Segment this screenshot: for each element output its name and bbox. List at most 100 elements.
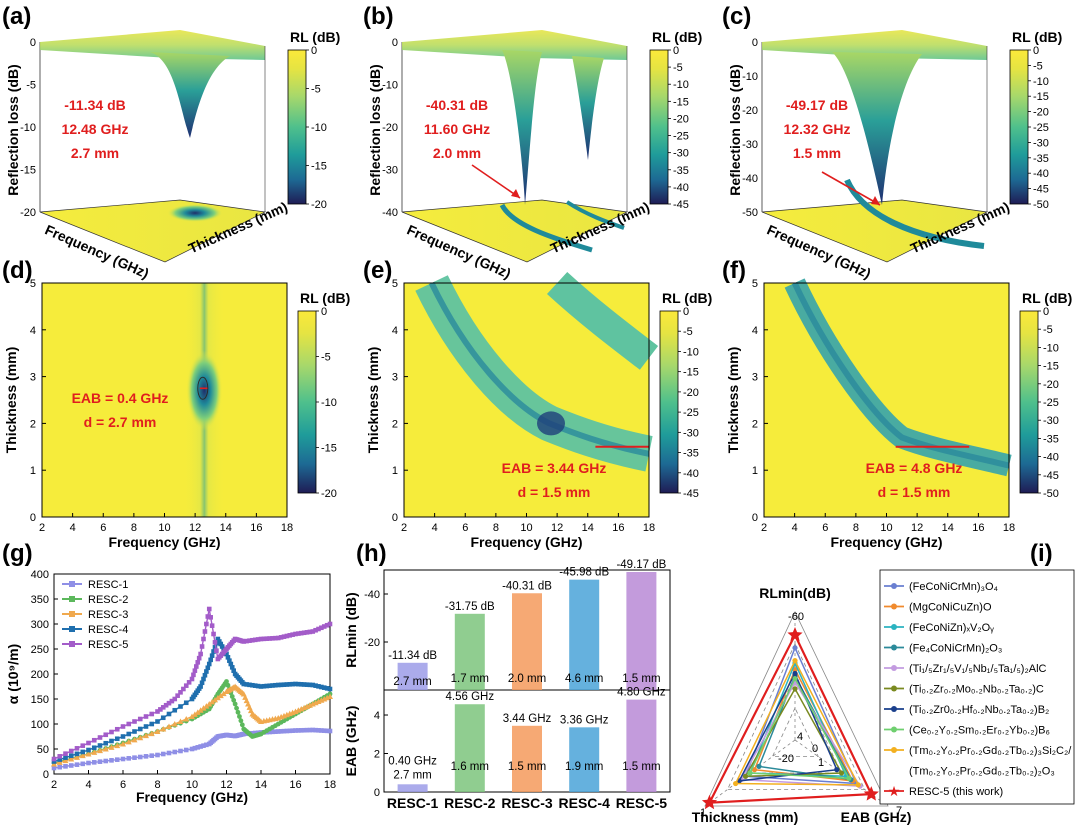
x-tick-label-h: RESC-3	[501, 795, 553, 811]
data-point-RESC-5	[186, 680, 192, 685]
floor-band-2-b	[565, 200, 625, 230]
annotation-line-b: 11.60 GHz	[424, 121, 490, 137]
radar-point-(Ce₀.₂Y₀.₂Sm₀.₂Er₀.₂Yb₀.₂)B₆	[747, 770, 753, 776]
x-tick-label-h: RESC-2	[444, 795, 496, 811]
data-point-RESC-4	[264, 683, 270, 689]
data-point-RESC-4	[172, 707, 178, 713]
data-point-RESC-4	[211, 649, 216, 654]
colorbar-tick-label-e: -20	[683, 387, 699, 399]
legend-marker-(Fe₄CoNiCrMn)₂O₃	[891, 644, 897, 651]
data-point-RESC-3	[166, 723, 172, 729]
data-point-RESC-3	[197, 707, 204, 713]
data-point-RESC-3	[203, 703, 210, 709]
data-point-RESC-1	[189, 746, 195, 752]
bar-thickness-label-top-RESC-2: 1.7 mm	[451, 673, 489, 685]
absorption-well-c	[832, 52, 922, 205]
data-point-RESC-3	[56, 759, 63, 765]
y-tick-label-d: 1	[30, 465, 36, 477]
bar-value-label-eab-RESC-4: 3.36 GHz	[560, 714, 609, 726]
legend-marker-(Ti₁/₅Zr₁/₅V₁/₅Nb₁/₅Ta₁/₅)₂AlC	[891, 665, 897, 671]
data-point-RESC-5	[194, 664, 199, 669]
data-point-RESC-4	[327, 686, 333, 692]
data-point-RESC-5	[181, 686, 186, 692]
colorbar-tick-label-f: -25	[1043, 397, 1059, 409]
colorbar-d	[297, 310, 317, 494]
panel-label-d: (d)	[2, 257, 33, 284]
data-point-RESC-4	[97, 743, 103, 748]
data-point-RESC-1	[321, 728, 327, 733]
data-point-RESC-5	[109, 729, 114, 735]
data-point-RESC-5	[143, 714, 149, 719]
data-point-RESC-4	[86, 747, 91, 753]
data-point-RESC-5	[244, 638, 249, 644]
data-point-RESC-4	[202, 672, 208, 678]
radar-tick-label-eab: 0	[812, 743, 818, 755]
colorbar-tick-label-a: -10	[311, 122, 327, 134]
legend-marker-(FeCoNiZn)ₓV₂Oᵧ	[891, 624, 897, 630]
data-point-RESC-4	[228, 661, 234, 667]
panel-label-i: (i)	[1030, 540, 1053, 567]
annotation-arrowhead-b	[511, 189, 520, 198]
radar-legend-box	[879, 569, 1075, 805]
x-tick-label-d: 10	[158, 522, 170, 534]
colorbar-tick-label-b: -45	[673, 199, 689, 211]
y-tick-label-top-h: -20	[364, 637, 380, 649]
radar-grid-ring	[749, 675, 843, 774]
data-point-RESC-3	[148, 730, 155, 737]
data-point-RESC-5	[247, 638, 252, 643]
radar-point-(Ti₀.₂Zr₀.₂Mo₀.₂Nb₀.₂Ta₀.₂)C	[792, 686, 798, 692]
data-point-RESC-1	[298, 728, 304, 733]
annotation-line-e: EAB = 3.44 GHz	[502, 460, 607, 476]
data-point-RESC-4	[178, 704, 183, 709]
data-point-RESC-5	[195, 660, 201, 665]
legend-marker-RESC-1	[69, 581, 75, 587]
data-point-RESC-4	[201, 676, 206, 682]
annotation-line-a: -11.34 dB	[64, 97, 125, 113]
x-tick-label-f: 16	[972, 522, 984, 534]
data-point-RESC-5	[205, 614, 211, 619]
x-tick-label-f: 10	[880, 522, 892, 534]
colorbar-tick-label-a: -20	[311, 199, 327, 211]
annotation-line-b: -40.31 dB	[426, 97, 488, 113]
colorbar-f	[1019, 310, 1039, 494]
annotation-line-d: EAB = 0.4 GHz	[72, 390, 169, 406]
colorbar-c	[1009, 49, 1029, 205]
colorbar-title-a: RL (dB)	[290, 29, 340, 45]
data-point-RESC-1	[172, 749, 178, 755]
data-point-RESC-3	[217, 692, 224, 699]
data-point-RESC-5	[278, 635, 284, 640]
data-point-RESC-4	[114, 736, 120, 742]
data-point-RESC-4	[255, 683, 261, 689]
data-point-RESC-3	[327, 693, 333, 699]
data-point-RESC-2	[225, 682, 231, 688]
x-tick-label-f: 18	[1003, 522, 1015, 534]
x-tick-label-e: 14	[582, 522, 594, 534]
data-point-RESC-5	[214, 648, 219, 653]
data-point-RESC-4	[143, 724, 149, 729]
data-point-RESC-4	[68, 753, 74, 759]
data-point-RESC-1	[80, 761, 86, 767]
data-point-RESC-4	[217, 639, 222, 644]
radar-point-(Ce₀.₂Y₀.₂Sm₀.₂Er₀.₂Yb₀.₂)B₆	[792, 675, 798, 682]
legend-marker-(MgCoNiCuZn)O	[891, 603, 897, 610]
data-point-RESC-1	[97, 759, 103, 764]
legend-label-(Fe₄CoNiCrMn)₂O₃: (Fe₄CoNiCrMn)₂O₃	[909, 643, 1002, 655]
data-point-RESC-4	[275, 682, 281, 688]
radar-tick-label-eab: 1	[818, 757, 824, 769]
data-point-RESC-3	[102, 746, 109, 752]
x-tick-label-f: 14	[942, 522, 954, 534]
bar-value-label-rlmin-RESC-3: -40.31 dB	[502, 580, 552, 592]
y-tick-label-e: 3	[392, 372, 398, 384]
data-point-RESC-1	[63, 764, 68, 769]
data-point-RESC-4	[198, 684, 203, 689]
data-point-RESC-5	[284, 633, 290, 639]
legend-label-(Ti₀.₂Zr0₀.₂Hf₀.₂Nb₀.₂Ta₀.₂)B₂: (Ti₀.₂Zr0₀.₂Hf₀.₂Nb₀.₂Ta₀.₂)B₂	[909, 704, 1049, 716]
panel-i: RLmin(dB) Thickness (mm) EAB (GHz) -60 -20 1 4…	[692, 569, 1075, 825]
surface-a	[40, 30, 265, 60]
x-tick-label-e: 2	[401, 522, 407, 534]
legend-marker-(FeCoNiCrMn)₃O₄	[891, 583, 897, 589]
x-tick-label-g: 12	[220, 779, 232, 791]
x-tick-label-g: 4	[85, 779, 91, 791]
